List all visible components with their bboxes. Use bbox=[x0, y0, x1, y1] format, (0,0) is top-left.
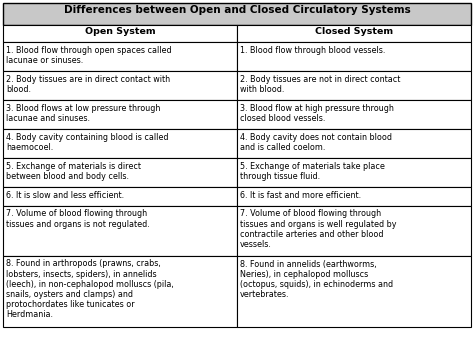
Text: 1. Blood flow through open spaces called
lacunae or sinuses.: 1. Blood flow through open spaces called… bbox=[6, 46, 172, 65]
Text: 5. Exchange of materials is direct
between blood and body cells.: 5. Exchange of materials is direct betwe… bbox=[6, 162, 141, 181]
Text: 6. It is fast and more efficient.: 6. It is fast and more efficient. bbox=[240, 191, 361, 200]
Text: 5. Exchange of materials take place
through tissue fluid.: 5. Exchange of materials take place thro… bbox=[240, 162, 385, 181]
Bar bbox=[237, 71, 471, 100]
Bar bbox=[3, 158, 237, 187]
Text: 7. Volume of blood flowing through
tissues and organs is not regulated.: 7. Volume of blood flowing through tissu… bbox=[6, 209, 150, 228]
Text: 4. Body cavity does not contain blood
and is called coelom.: 4. Body cavity does not contain blood an… bbox=[240, 133, 392, 152]
Text: 2. Body tissues are in direct contact with
blood.: 2. Body tissues are in direct contact wi… bbox=[6, 75, 170, 94]
Text: 6. It is slow and less efficient.: 6. It is slow and less efficient. bbox=[6, 191, 124, 200]
Bar bbox=[3, 42, 237, 71]
Bar bbox=[3, 206, 237, 256]
Text: 8. Found in annelids (earthworms,
Neries), in cephalopod molluscs
(octopus, squi: 8. Found in annelids (earthworms, Neries… bbox=[240, 259, 393, 298]
Text: 7. Volume of blood flowing through
tissues and organs is well regulated by
contr: 7. Volume of blood flowing through tissu… bbox=[240, 209, 396, 249]
Bar bbox=[237, 25, 471, 42]
Text: 4. Body cavity containing blood is called
haemocoel.: 4. Body cavity containing blood is calle… bbox=[6, 133, 168, 152]
Bar bbox=[3, 100, 237, 129]
Bar bbox=[3, 256, 237, 327]
Text: 8. Found in arthropods (prawns, crabs,
lobsters, insects, spiders), in annelids
: 8. Found in arthropods (prawns, crabs, l… bbox=[6, 259, 174, 319]
Text: 1. Blood flow through blood vessels.: 1. Blood flow through blood vessels. bbox=[240, 46, 385, 55]
Text: 2. Body tissues are not in direct contact
with blood.: 2. Body tissues are not in direct contac… bbox=[240, 75, 401, 94]
Text: Differences between Open and Closed Circulatory Systems: Differences between Open and Closed Circ… bbox=[64, 5, 410, 15]
Bar bbox=[237, 187, 471, 206]
Text: Open System: Open System bbox=[85, 27, 155, 36]
Text: Closed System: Closed System bbox=[315, 27, 393, 36]
Bar bbox=[237, 206, 471, 256]
Bar bbox=[3, 25, 237, 42]
Bar bbox=[237, 256, 471, 327]
Bar bbox=[3, 129, 237, 158]
Bar bbox=[3, 187, 237, 206]
Bar bbox=[237, 42, 471, 71]
Bar bbox=[237, 129, 471, 158]
Bar bbox=[237, 158, 471, 187]
Text: 3. Blood flow at high pressure through
closed blood vessels.: 3. Blood flow at high pressure through c… bbox=[240, 104, 394, 123]
Text: 3. Blood flows at low pressure through
lacunae and sinuses.: 3. Blood flows at low pressure through l… bbox=[6, 104, 160, 123]
Bar bbox=[3, 71, 237, 100]
Bar bbox=[3, 3, 471, 25]
Bar bbox=[237, 100, 471, 129]
